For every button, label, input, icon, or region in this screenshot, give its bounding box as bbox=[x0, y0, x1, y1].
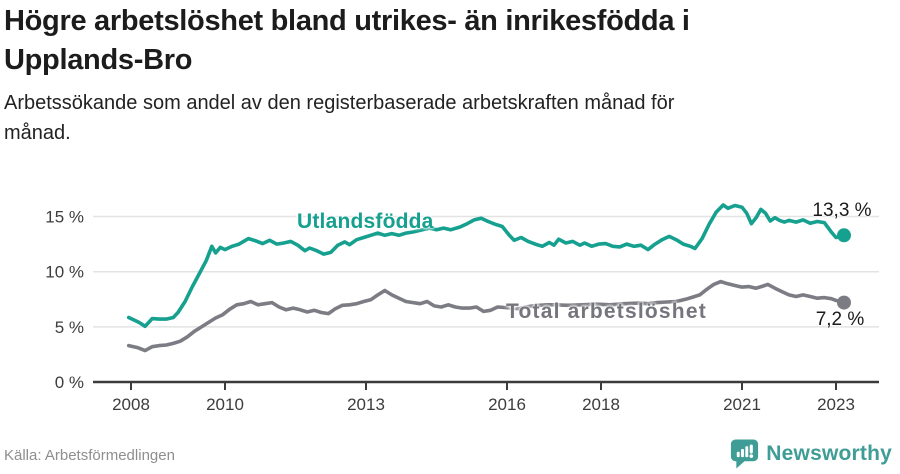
x-tick-label: 2021 bbox=[723, 395, 761, 414]
x-tick-label: 2008 bbox=[112, 395, 150, 414]
x-tick-label: 2013 bbox=[347, 395, 385, 414]
x-tick-label: 2010 bbox=[206, 395, 244, 414]
series-line-0 bbox=[126, 203, 846, 329]
series-label-utlandsfodda: Utlandsfödda bbox=[297, 210, 434, 233]
chart-subtitle: Arbetssökande som andel av den registerb… bbox=[4, 92, 675, 144]
x-tick-label: 2016 bbox=[488, 395, 526, 414]
y-tick-label: 10 % bbox=[45, 263, 84, 282]
newsworthy-brand: Newsworthy bbox=[730, 438, 892, 470]
y-tick-label: 15 % bbox=[45, 208, 84, 227]
x-tick-label: 2018 bbox=[582, 395, 620, 414]
series-line-1 bbox=[126, 279, 846, 353]
series-end-dot-0 bbox=[836, 228, 851, 243]
newsworthy-logo-icon bbox=[730, 438, 759, 470]
series-label-total-arbetsloshet: Total arbetslöshet bbox=[506, 300, 707, 323]
x-tick-label: 2023 bbox=[817, 395, 855, 414]
end-value-label-utlandsfodda: 13,3 % bbox=[812, 200, 872, 221]
series-end-dot-1 bbox=[836, 295, 851, 310]
brand-name: Newsworthy bbox=[766, 442, 892, 465]
chart-title: Högre arbetslöshet bland utrikes- än inr… bbox=[4, 5, 690, 76]
end-value-label-total-arbetsloshet: 7,2 % bbox=[815, 309, 865, 330]
y-tick-label: 0 % bbox=[55, 373, 84, 392]
source-note: Källa: Arbetsförmedlingen bbox=[4, 447, 175, 464]
y-tick-label: 5 % bbox=[55, 318, 84, 337]
